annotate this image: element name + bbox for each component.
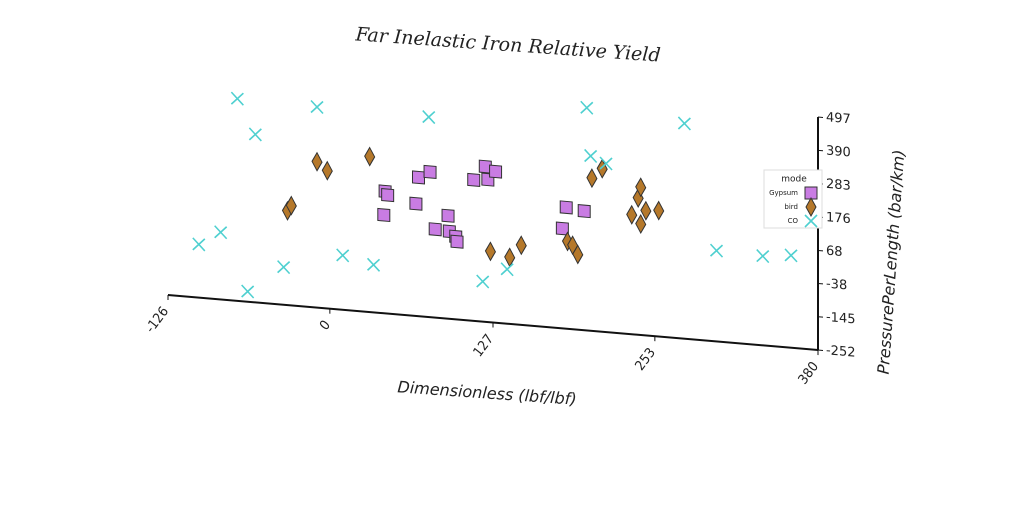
- square-point: [423, 164, 437, 179]
- x-point: [241, 284, 255, 299]
- diamond-point: [653, 200, 665, 221]
- x-tick-label: 127: [471, 332, 497, 361]
- x-axis-title: Dimensionless (lbf/lbf): [397, 377, 577, 408]
- x-point: [248, 127, 262, 142]
- legend-marker: [804, 214, 818, 228]
- y-axis-title: PressurePerLength (bar/km): [874, 149, 909, 375]
- diamond-point: [484, 241, 497, 262]
- diamond-point: [626, 204, 638, 225]
- diamond-point: [572, 244, 584, 265]
- x-point: [756, 249, 770, 264]
- x-point: [192, 237, 206, 252]
- y-tick-label: 283: [826, 177, 851, 194]
- x-tick-label: 253: [633, 345, 659, 374]
- square-point: [377, 207, 391, 223]
- diamond-point: [635, 177, 647, 198]
- square-point: [467, 172, 481, 188]
- diamond-point: [364, 146, 376, 167]
- diamond-point: [635, 213, 647, 235]
- x-point: [784, 248, 798, 263]
- y-tick-label: -145: [826, 310, 855, 327]
- x-tick-label: -126: [143, 304, 172, 336]
- square-point: [409, 196, 423, 211]
- y-tick-label: 68: [826, 244, 843, 260]
- square-point: [411, 170, 425, 185]
- square-point: [577, 204, 591, 219]
- legend-title: mode: [781, 175, 807, 185]
- square-point: [559, 200, 573, 215]
- square-point: [381, 188, 395, 203]
- x-point: [709, 243, 724, 258]
- x-point: [422, 110, 436, 125]
- x-point: [336, 248, 350, 263]
- diamond-point: [285, 195, 297, 216]
- diamond-point: [515, 235, 527, 256]
- square-point: [428, 222, 442, 237]
- y-tick-label: 497: [826, 110, 851, 127]
- y-tick-label: 390: [826, 144, 851, 161]
- legend-label: CO: [788, 217, 799, 225]
- y-tick-label: -252: [826, 343, 855, 360]
- x-tick-label: 0: [317, 318, 334, 334]
- x-point: [476, 274, 490, 289]
- square-point: [555, 221, 569, 236]
- y-tick-label: -38: [826, 277, 847, 294]
- x-point: [599, 156, 613, 171]
- x-point: [584, 148, 598, 163]
- square-point: [489, 164, 503, 179]
- legend-label: Gypsum: [769, 189, 798, 197]
- plot-area: -126 0 127 253 380-252 -145 -38 68 176 283 390 497: [143, 91, 855, 388]
- legend: mode Gypsum bird CO: [763, 169, 823, 229]
- x-tick-label: 380: [796, 359, 822, 388]
- legend-marker: [805, 196, 817, 218]
- diamond-point: [596, 158, 608, 179]
- x-point: [677, 116, 691, 131]
- x-point: [230, 91, 244, 106]
- x-point: [310, 99, 324, 114]
- diamond-point: [321, 160, 333, 181]
- x-point: [277, 260, 291, 275]
- x-point: [500, 262, 514, 277]
- diamond-point: [640, 200, 652, 221]
- y-tick-label: 176: [826, 210, 851, 227]
- x-point: [580, 100, 594, 115]
- chart-title: Far Inelastic Iron Relative Yield: [354, 23, 661, 66]
- x-point: [214, 225, 228, 240]
- legend-label: bird: [784, 203, 798, 211]
- x-point: [366, 257, 381, 272]
- diamond-point: [311, 151, 323, 172]
- square-point: [450, 234, 464, 249]
- square-point: [441, 208, 455, 223]
- diamond-point: [586, 168, 598, 189]
